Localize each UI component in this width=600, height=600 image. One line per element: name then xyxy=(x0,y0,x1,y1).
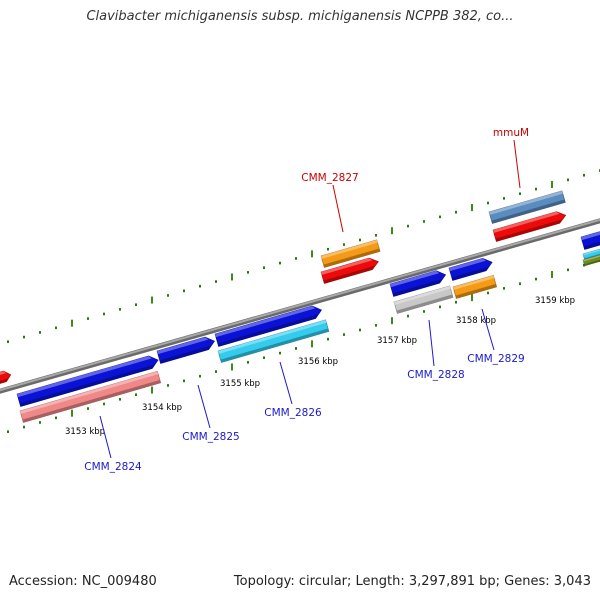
gene-feature-2824-highlight xyxy=(20,371,159,414)
tick-label: 3157 kbp xyxy=(377,336,417,346)
gene-feature-2827-shade xyxy=(323,248,381,268)
gene-feature-2829-shade xyxy=(455,283,497,299)
gene-label-forward[interactable]: CMM_2825 xyxy=(182,431,239,443)
gene-feature-edge-highlight xyxy=(0,371,6,378)
cds-feature-2825[interactable] xyxy=(156,335,216,364)
cds-feature-2826-highlight xyxy=(215,305,316,338)
gene-feature-edge-cyan-highlight xyxy=(583,245,600,256)
gene-feature-2828[interactable] xyxy=(393,285,454,314)
leader-line xyxy=(197,384,211,429)
leader-line xyxy=(279,361,293,405)
cds-feature-mmum-shade xyxy=(495,219,563,242)
forward-tick-rail xyxy=(7,259,600,433)
cds-feature-2826[interactable] xyxy=(214,304,323,347)
gene-feature-edge-olive[interactable] xyxy=(582,251,600,267)
reverse-tick-rail xyxy=(7,169,600,343)
leader-line xyxy=(481,308,495,351)
gene-label-forward[interactable]: CMM_2829 xyxy=(467,353,524,365)
cds-feature-2825-highlight xyxy=(157,337,209,355)
gene-feature-edge-olive-highlight xyxy=(583,251,600,262)
cds-feature-2824-shade xyxy=(19,364,156,407)
tick-layer xyxy=(7,169,600,433)
tick-label: 3156 kbp xyxy=(298,357,338,367)
gene-feature-edge-olive-shade xyxy=(584,255,600,266)
cds-feature-2824-highlight xyxy=(17,355,152,398)
gene-feature-2828-shade xyxy=(396,294,454,314)
cds-feature-2828-highlight xyxy=(390,270,440,288)
cds-feature-2826-body[interactable] xyxy=(214,304,323,347)
cds-feature-2827-shade xyxy=(323,265,376,284)
cds-feature-edge[interactable] xyxy=(580,229,600,250)
gene-feature-edge[interactable] xyxy=(0,369,12,386)
tick-label: 3159 kbp xyxy=(535,296,575,306)
gene-label-forward[interactable]: CMM_2826 xyxy=(264,407,322,419)
cds-feature-2829[interactable] xyxy=(448,256,494,281)
cds-feature-edge-shade xyxy=(583,239,600,250)
cds-feature-2827[interactable] xyxy=(320,256,380,284)
accession-text: Accession: NC_009480 xyxy=(9,574,157,589)
cds-feature-2826-shade xyxy=(217,314,319,347)
gene-feature-2826-highlight xyxy=(218,319,327,354)
gene-label-reverse[interactable]: CMM_2827 xyxy=(301,172,358,184)
cds-feature-2827-highlight xyxy=(321,258,373,275)
gene-feature-2827[interactable] xyxy=(320,239,381,268)
gene-label-forward[interactable]: CMM_2828 xyxy=(407,369,464,381)
cds-feature-mmum-highlight xyxy=(493,211,560,233)
gene-feature-edge-olive-body[interactable] xyxy=(582,251,600,267)
backbone-line xyxy=(0,218,600,392)
gene-feature-2824-shade xyxy=(22,379,161,423)
leader-line xyxy=(99,415,112,459)
cds-feature-edge-highlight xyxy=(581,230,600,241)
cds-feature-2829-highlight xyxy=(449,258,486,272)
feature-layer xyxy=(0,190,600,423)
genome-summary-text: Topology: circular; Length: 3,297,891 bp… xyxy=(233,574,591,589)
gene-feature-2824[interactable] xyxy=(19,370,162,423)
cds-feature-2828-shade xyxy=(392,278,443,297)
leader-line xyxy=(332,184,344,233)
gene-label-reverse[interactable]: mmuM xyxy=(493,127,529,139)
gene-feature-2829-highlight xyxy=(453,275,495,290)
gene-label-forward[interactable]: CMM_2824 xyxy=(84,461,142,473)
tick-label: 3154 kbp xyxy=(142,403,182,413)
gene-feature-2829[interactable] xyxy=(452,274,498,299)
gene-feature-edge-cyan-body[interactable] xyxy=(582,245,600,261)
cds-feature-2825-shade xyxy=(159,345,212,364)
backbone-layer xyxy=(0,218,600,394)
cds-feature-mmum[interactable] xyxy=(492,209,567,242)
page-title: Clavibacter michiganensis subsp. michiga… xyxy=(86,9,514,24)
gene-feature-2826[interactable] xyxy=(217,319,330,363)
leader-line xyxy=(428,319,435,367)
cds-feature-2829-shade xyxy=(451,266,490,281)
gene-feature-mmum[interactable] xyxy=(488,190,566,224)
label-layer: 3153 kbp 3154 kbp 3155 kbp 3156 kbp 3157 kbp… xyxy=(65,127,575,473)
gene-feature-edge-shade xyxy=(0,378,9,386)
tick-label: 3158 kbp xyxy=(456,316,496,326)
gene-feature-2827-highlight xyxy=(321,239,378,259)
cds-feature-2828[interactable] xyxy=(389,268,447,297)
gene-feature-mmum-shade xyxy=(491,199,566,224)
gene-feature-mmum-highlight xyxy=(489,190,563,215)
gene-feature-2828-highlight xyxy=(394,285,451,305)
tick-label: 3153 kbp xyxy=(65,427,105,437)
gene-feature-2826-shade xyxy=(220,328,329,363)
leader-line xyxy=(513,139,521,189)
tick-label: 3155 kbp xyxy=(220,379,260,389)
cds-feature-2824[interactable] xyxy=(16,354,160,407)
